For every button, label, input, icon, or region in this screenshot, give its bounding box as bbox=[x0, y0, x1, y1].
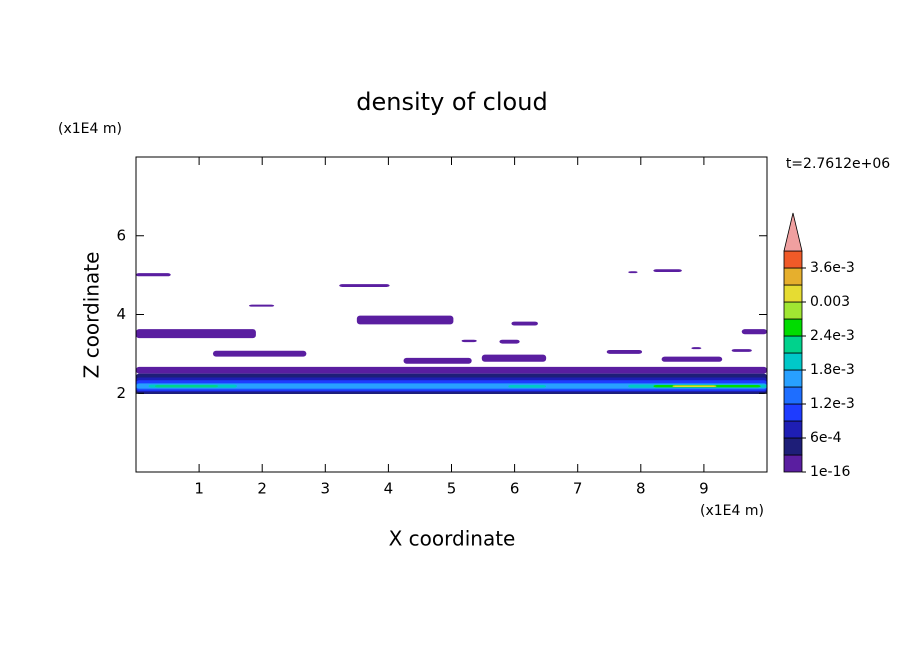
contour-region bbox=[356, 315, 454, 325]
plot-frame bbox=[135, 156, 768, 473]
contour-region bbox=[653, 269, 682, 272]
contour-region bbox=[508, 384, 547, 388]
contour-region bbox=[212, 350, 307, 357]
contour-region bbox=[136, 383, 767, 389]
colorbar-box bbox=[783, 284, 803, 303]
contour-region bbox=[628, 271, 638, 274]
contour-region bbox=[691, 347, 702, 350]
colorbar-box bbox=[783, 335, 803, 354]
contour-region bbox=[499, 339, 520, 344]
chart-title: density of cloud bbox=[356, 88, 547, 116]
contour-region bbox=[136, 329, 256, 339]
colorbar-box bbox=[783, 301, 803, 320]
x-tick-label: 5 bbox=[447, 480, 457, 498]
y-unit: (x1E4 m) bbox=[58, 121, 122, 137]
y-tick-label: 2 bbox=[116, 384, 126, 402]
contour-region bbox=[136, 273, 171, 277]
contour-region bbox=[461, 339, 477, 343]
y-tick-label: 6 bbox=[116, 226, 126, 244]
colorbar-box bbox=[783, 267, 803, 286]
colorbar-box bbox=[783, 386, 803, 405]
x-axis-label: X coordinate bbox=[389, 527, 516, 551]
colorbar-box bbox=[783, 250, 803, 269]
colorbar-label: 0.003 bbox=[810, 294, 850, 310]
contour-region bbox=[672, 385, 717, 387]
colorbar-over bbox=[783, 212, 803, 252]
colorbar-label: 1e-16 bbox=[810, 464, 850, 480]
y-tick-label: 4 bbox=[116, 305, 126, 323]
colorbar-label: 1.2e-3 bbox=[810, 396, 855, 412]
x-tick-label: 3 bbox=[321, 480, 331, 498]
contour-region bbox=[606, 349, 643, 354]
x-unit: (x1E4 m) bbox=[700, 503, 764, 519]
colorbar-label: 3.6e-3 bbox=[810, 260, 855, 276]
colorbar-label: 2.4e-3 bbox=[810, 328, 855, 344]
plot-area: 1 2 3 4 5 6 7 8 9 2 4 6 bbox=[116, 156, 768, 498]
colorbar-box bbox=[783, 403, 803, 422]
x-tick-label: 9 bbox=[699, 480, 709, 498]
colorbar-label: 6e-4 bbox=[810, 430, 842, 446]
x-tick-label: 4 bbox=[384, 480, 394, 498]
contour-region bbox=[136, 366, 767, 374]
contour-region bbox=[731, 349, 752, 352]
y-axis-label: Z coordinate bbox=[80, 252, 104, 379]
contour-region bbox=[248, 304, 275, 307]
contour-region bbox=[403, 357, 472, 364]
x-tick-label: 8 bbox=[636, 480, 646, 498]
x-tick-label: 6 bbox=[510, 480, 520, 498]
x-tick-label: 2 bbox=[257, 480, 267, 498]
time-annotation: t=2.7612e+06 bbox=[786, 156, 890, 172]
colorbar-box bbox=[783, 369, 803, 388]
contour-region bbox=[661, 356, 723, 362]
contour-region bbox=[511, 321, 538, 326]
x-tick-label: 7 bbox=[573, 480, 583, 498]
colorbar: 1e-16 6e-4 1.2e-3 1.8e-3 2.4e-3 0.003 3.6e-3 bbox=[783, 212, 855, 480]
colorbar-box bbox=[783, 454, 803, 473]
colorbar-box bbox=[783, 352, 803, 371]
contour-region bbox=[741, 329, 767, 335]
x-tick-label: 1 bbox=[194, 480, 204, 498]
colorbar-box bbox=[783, 437, 803, 456]
colorbar-label: 1.8e-3 bbox=[810, 362, 855, 378]
colorbar-box bbox=[783, 420, 803, 439]
contour-region bbox=[481, 354, 547, 362]
contour-region bbox=[154, 384, 219, 388]
colorbar-box bbox=[783, 318, 803, 337]
contour-region bbox=[339, 284, 390, 287]
